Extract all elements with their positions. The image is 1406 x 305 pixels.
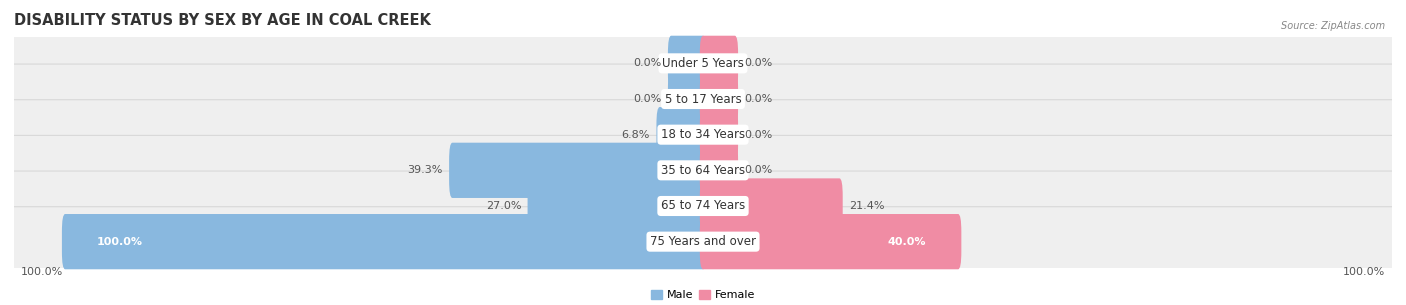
Text: 0.0%: 0.0% bbox=[633, 94, 662, 104]
Text: 27.0%: 27.0% bbox=[485, 201, 522, 211]
Text: DISABILITY STATUS BY SEX BY AGE IN COAL CREEK: DISABILITY STATUS BY SEX BY AGE IN COAL … bbox=[14, 13, 430, 28]
Text: 65 to 74 Years: 65 to 74 Years bbox=[661, 199, 745, 213]
Text: 75 Years and over: 75 Years and over bbox=[650, 235, 756, 248]
FancyBboxPatch shape bbox=[700, 143, 738, 198]
Text: Under 5 Years: Under 5 Years bbox=[662, 57, 744, 70]
Text: 0.0%: 0.0% bbox=[633, 58, 662, 68]
Text: 0.0%: 0.0% bbox=[744, 94, 773, 104]
Text: 0.0%: 0.0% bbox=[744, 130, 773, 140]
Legend: Male, Female: Male, Female bbox=[647, 285, 759, 305]
Text: 100.0%: 100.0% bbox=[21, 267, 63, 277]
Text: 39.3%: 39.3% bbox=[408, 165, 443, 175]
FancyBboxPatch shape bbox=[700, 71, 738, 127]
FancyBboxPatch shape bbox=[11, 207, 1395, 277]
Text: 18 to 34 Years: 18 to 34 Years bbox=[661, 128, 745, 141]
FancyBboxPatch shape bbox=[700, 178, 842, 234]
Text: 21.4%: 21.4% bbox=[849, 201, 884, 211]
Text: 5 to 17 Years: 5 to 17 Years bbox=[665, 92, 741, 106]
FancyBboxPatch shape bbox=[449, 143, 706, 198]
Text: 100.0%: 100.0% bbox=[97, 237, 143, 247]
Text: 0.0%: 0.0% bbox=[744, 58, 773, 68]
Text: 100.0%: 100.0% bbox=[1343, 267, 1385, 277]
Text: 35 to 64 Years: 35 to 64 Years bbox=[661, 164, 745, 177]
FancyBboxPatch shape bbox=[668, 36, 706, 91]
FancyBboxPatch shape bbox=[700, 36, 738, 91]
FancyBboxPatch shape bbox=[11, 100, 1395, 170]
FancyBboxPatch shape bbox=[700, 107, 738, 162]
FancyBboxPatch shape bbox=[657, 107, 706, 162]
Text: Source: ZipAtlas.com: Source: ZipAtlas.com bbox=[1281, 21, 1385, 31]
FancyBboxPatch shape bbox=[527, 178, 706, 234]
FancyBboxPatch shape bbox=[11, 135, 1395, 205]
Text: 40.0%: 40.0% bbox=[887, 237, 927, 247]
FancyBboxPatch shape bbox=[11, 64, 1395, 134]
FancyBboxPatch shape bbox=[668, 71, 706, 127]
FancyBboxPatch shape bbox=[11, 28, 1395, 98]
FancyBboxPatch shape bbox=[11, 171, 1395, 241]
Text: 0.0%: 0.0% bbox=[744, 165, 773, 175]
FancyBboxPatch shape bbox=[62, 214, 706, 269]
FancyBboxPatch shape bbox=[700, 214, 962, 269]
Text: 6.8%: 6.8% bbox=[621, 130, 650, 140]
